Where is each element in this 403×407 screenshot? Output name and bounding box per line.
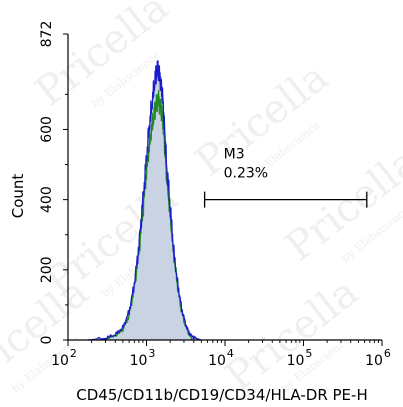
gate-name-label: M3 <box>224 147 245 163</box>
gate-percent-label: 0.23% <box>224 166 268 182</box>
x-tick-label: 103 <box>130 347 156 369</box>
y-axis-title: Count <box>9 174 27 219</box>
x-tick-exponent: 5 <box>305 347 312 360</box>
series-line <box>87 60 202 341</box>
gate-marker: M3 0.23% <box>203 147 368 208</box>
y-tick-label: 600 <box>39 116 55 143</box>
x-tick-exponent: 3 <box>148 347 155 360</box>
x-tick-exponent: 6 <box>384 347 391 360</box>
y-tick-label: 872 <box>39 21 55 48</box>
x-tick-label: 106 <box>365 347 391 369</box>
watermark-brand: Pricella <box>277 139 403 270</box>
x-tick-exponent: 4 <box>227 347 234 360</box>
y-tick-label: 200 <box>39 256 55 283</box>
y-tick-label: 400 <box>39 186 55 213</box>
x-axis-title: CD45/CD11b/CD19/CD34/HLA-DR PE-H <box>76 386 367 404</box>
x-tick-exponent: 2 <box>70 347 77 360</box>
series-fill <box>88 61 202 340</box>
y-tick-label: 0 <box>39 336 55 345</box>
plot-area <box>87 60 202 341</box>
